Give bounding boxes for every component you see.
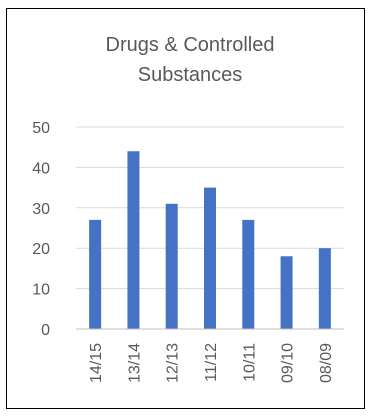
bar (242, 219, 255, 329)
x-axis-tick-labels: 14/15 13/14 12/13 11/12 10/11 09/10 08/09 (88, 343, 335, 383)
bar (165, 203, 178, 329)
x-tick-label: 09/10 (280, 343, 297, 383)
bar (89, 219, 102, 329)
x-tick-label: 08/09 (318, 343, 335, 383)
y-tick-label: 40 (32, 160, 50, 177)
bar (204, 187, 216, 329)
bars (89, 151, 331, 329)
x-tick-label: 11/12 (203, 343, 220, 382)
chart-title-line-2: Substances (137, 64, 243, 86)
y-tick-label: 30 (32, 201, 50, 218)
chart-title: Drugs & Controlled Substances (60, 30, 320, 90)
chart-frame (6, 8, 365, 409)
x-tick-label: 10/11 (241, 343, 258, 382)
y-axis-tick-labels: 0 10 20 30 40 50 (32, 120, 50, 339)
bar (318, 248, 331, 329)
x-tick-label: 13/14 (126, 343, 143, 383)
y-tick-label: 10 (32, 282, 50, 299)
x-tick-label: 14/15 (88, 343, 105, 383)
chart-title-line-1: Drugs & Controlled (105, 34, 275, 56)
bar (127, 151, 140, 329)
bar (280, 256, 293, 329)
x-tick-label: 12/13 (165, 343, 182, 383)
y-tick-label: 0 (41, 322, 50, 339)
y-tick-label: 20 (32, 241, 50, 258)
y-tick-label: 50 (32, 120, 50, 137)
